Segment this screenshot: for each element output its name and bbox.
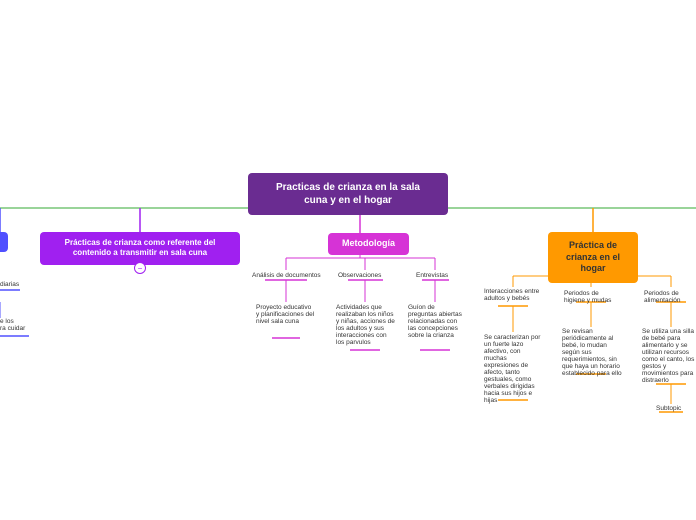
branch-metodologia-label: Metodología (342, 238, 395, 248)
metodo-observ-title: Observaciones (338, 272, 393, 279)
blue-leaf-1: diarias (0, 281, 19, 288)
branch-practicas[interactable]: Prácticas de crianza como referente del … (40, 232, 240, 265)
metodo-observ-desc: Actividades que realizaban los niños y n… (336, 304, 396, 346)
hogar-inter-title: Interacciones entre adultos y bebés (484, 288, 542, 302)
expand-icon[interactable]: − (134, 262, 146, 274)
blue-leaf-2: e los ra cuidar (0, 318, 25, 332)
hogar-higiene-title: Periodos de higiene y mudas (564, 290, 620, 304)
hogar-alim-sub: Subtopic (656, 405, 686, 412)
branch-practicas-label: Prácticas de crianza como referente del … (65, 238, 216, 257)
metodo-analisis-desc: Proyecto educativo y planificaciones del… (256, 304, 316, 325)
branch-blue-partial[interactable] (0, 232, 8, 252)
hogar-higiene-desc: Se revisan periódicamente al bebé, lo mu… (562, 328, 622, 377)
branch-metodologia[interactable]: Metodología (328, 233, 409, 255)
branch-hogar-label: Práctica de crianza en el hogar (566, 240, 620, 273)
hogar-inter-desc: Se caracterizan por un fuerte lazo afect… (484, 334, 542, 404)
branch-hogar[interactable]: Práctica de crianza en el hogar (548, 232, 638, 283)
root-node[interactable]: Practicas de crianza en la sala cuna y e… (248, 173, 448, 215)
hogar-alim-desc: Se utiliza una silla de bebé para alimen… (642, 328, 696, 384)
hogar-alim-title: Periodos de alimentación (644, 290, 696, 304)
metodo-entrev-title: Entrevistas (416, 272, 456, 279)
metodo-analisis-title: Análisis de documentos (252, 272, 322, 279)
metodo-entrev-desc: Guíon de preguntas abiertas relacionadas… (408, 304, 463, 339)
root-label: Practicas de crianza en la sala cuna y e… (276, 182, 420, 206)
